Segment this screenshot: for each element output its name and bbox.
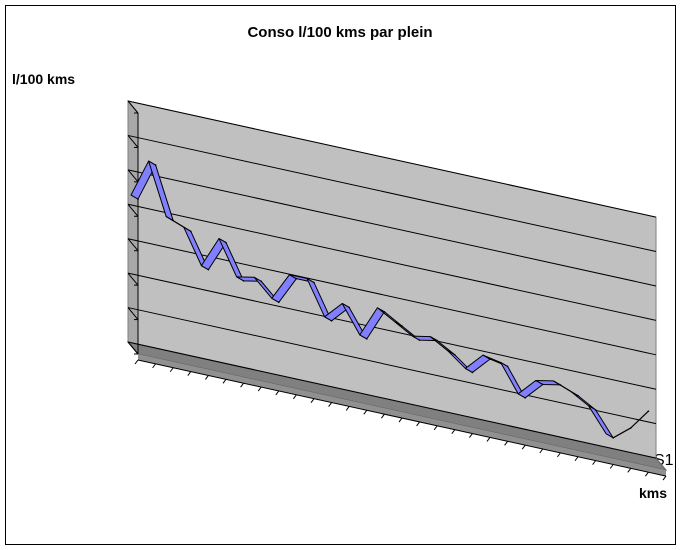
chart-title: Conso l/100 kms par plein bbox=[247, 24, 432, 41]
x-tick bbox=[486, 437, 491, 442]
x-tick bbox=[557, 452, 561, 458]
gridline bbox=[127, 203, 657, 321]
data-point bbox=[454, 354, 456, 356]
series-ribbon bbox=[130, 160, 650, 439]
x-tick bbox=[451, 429, 456, 434]
x-tick bbox=[222, 379, 227, 384]
x-tick bbox=[468, 433, 473, 438]
x-tick bbox=[187, 371, 192, 376]
x-tick bbox=[645, 471, 649, 477]
x-tick bbox=[627, 468, 632, 473]
data-point bbox=[383, 310, 386, 313]
data-point bbox=[225, 241, 227, 244]
data-point bbox=[471, 371, 474, 374]
floor-edge bbox=[138, 354, 666, 477]
data-point bbox=[137, 198, 139, 200]
x-tick bbox=[328, 402, 333, 407]
data-point bbox=[366, 338, 368, 340]
data-point bbox=[542, 383, 544, 386]
data-point bbox=[313, 281, 315, 284]
series-segment bbox=[612, 427, 632, 439]
series-segment bbox=[588, 405, 614, 439]
x-axis-label: kms bbox=[639, 485, 667, 501]
data-point bbox=[524, 397, 526, 399]
x-tick bbox=[592, 460, 596, 465]
gridline bbox=[127, 169, 657, 287]
x-tick bbox=[275, 390, 280, 396]
gridline-side bbox=[127, 100, 139, 114]
x-tick bbox=[521, 444, 526, 450]
data-point bbox=[594, 409, 597, 411]
data-point bbox=[489, 358, 491, 360]
gridline-side bbox=[127, 341, 139, 355]
data-point bbox=[190, 230, 192, 233]
series-segment bbox=[630, 410, 649, 429]
x-tick bbox=[609, 464, 614, 469]
x-tick bbox=[310, 398, 315, 404]
x-tick bbox=[433, 425, 438, 431]
x-tick bbox=[204, 375, 209, 380]
x-tick bbox=[169, 367, 174, 373]
data-point bbox=[612, 437, 614, 439]
data-point bbox=[295, 277, 298, 280]
gridline bbox=[127, 100, 657, 218]
gridline-side bbox=[127, 203, 139, 217]
gridline bbox=[127, 341, 657, 459]
data-point bbox=[260, 280, 263, 283]
data-point bbox=[242, 280, 245, 282]
data-point bbox=[154, 164, 157, 166]
x-tick bbox=[504, 440, 509, 446]
gridlines bbox=[127, 100, 667, 481]
data-point bbox=[647, 410, 650, 412]
data-point bbox=[436, 339, 439, 342]
gridline bbox=[127, 134, 657, 253]
gridline bbox=[127, 272, 657, 390]
x-tick bbox=[539, 448, 544, 454]
gridline-side bbox=[127, 238, 139, 252]
data-point bbox=[401, 325, 403, 327]
x-tick bbox=[363, 410, 368, 415]
data-point bbox=[330, 320, 333, 322]
data-point bbox=[506, 365, 509, 368]
gridline-side bbox=[127, 272, 139, 286]
x-tick bbox=[380, 413, 385, 419]
data-point bbox=[418, 339, 421, 341]
gridline-side bbox=[127, 135, 139, 148]
data-point bbox=[630, 427, 632, 429]
side-wall bbox=[127, 99, 139, 356]
y-axis-label: l/100 kms bbox=[12, 71, 75, 87]
gridline-side bbox=[127, 169, 139, 183]
data-point bbox=[559, 384, 562, 386]
data-point bbox=[207, 268, 210, 271]
gridline-side bbox=[127, 307, 139, 320]
x-tick bbox=[292, 394, 297, 400]
chart-walls bbox=[126, 99, 668, 477]
x-tick bbox=[662, 475, 667, 481]
data-point bbox=[348, 306, 351, 309]
x-tick bbox=[152, 363, 157, 369]
data-point bbox=[172, 219, 174, 222]
gridline bbox=[127, 307, 657, 425]
x-tick bbox=[240, 382, 245, 388]
x-tick bbox=[574, 456, 579, 462]
data-point bbox=[278, 301, 280, 304]
x-tick bbox=[345, 406, 350, 411]
data-point bbox=[577, 394, 579, 397]
x-tick bbox=[398, 417, 403, 423]
x-tick bbox=[134, 359, 139, 365]
x-tick bbox=[416, 421, 421, 427]
x-tick bbox=[257, 386, 262, 392]
